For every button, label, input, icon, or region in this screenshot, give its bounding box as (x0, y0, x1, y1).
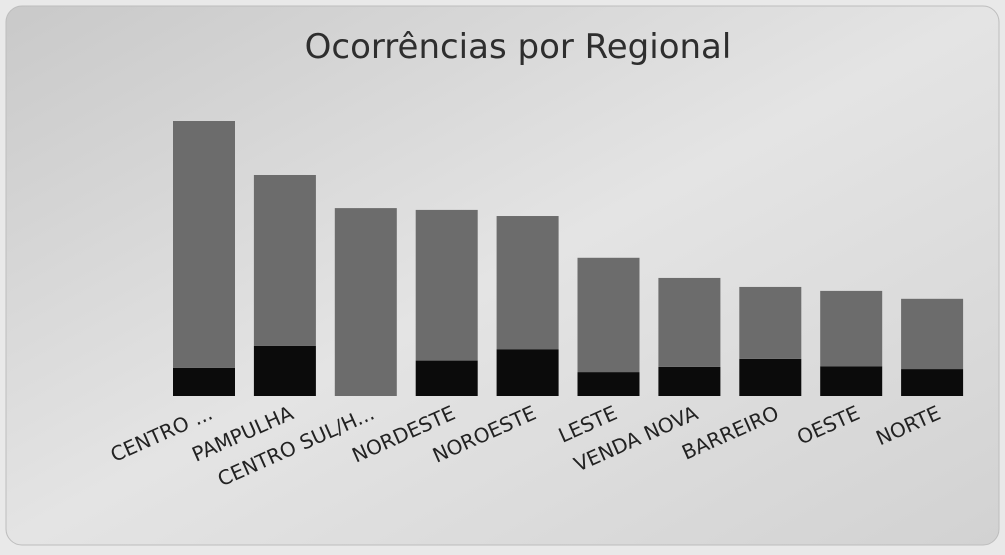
bar-segment (415, 360, 478, 396)
bar-segment (901, 369, 964, 396)
bar-segment (334, 208, 397, 396)
bar-segment (173, 367, 235, 396)
bar-segment (658, 366, 721, 396)
bar-segment (173, 121, 235, 368)
bar-segment (820, 366, 883, 396)
bar-segment (496, 349, 559, 396)
bar-segment (496, 216, 559, 350)
bar-segment (415, 209, 478, 361)
bar-segment (901, 298, 964, 370)
chart-title: Ocorrências por Regional (305, 27, 732, 67)
bar-segment (658, 277, 721, 367)
bar-segment (739, 286, 802, 359)
bar-segment (253, 345, 316, 396)
bar-segment (253, 174, 316, 346)
bar-segment (820, 290, 883, 367)
bar-segment (739, 358, 802, 396)
bar-segment (577, 257, 640, 373)
bar-segment (577, 372, 640, 396)
